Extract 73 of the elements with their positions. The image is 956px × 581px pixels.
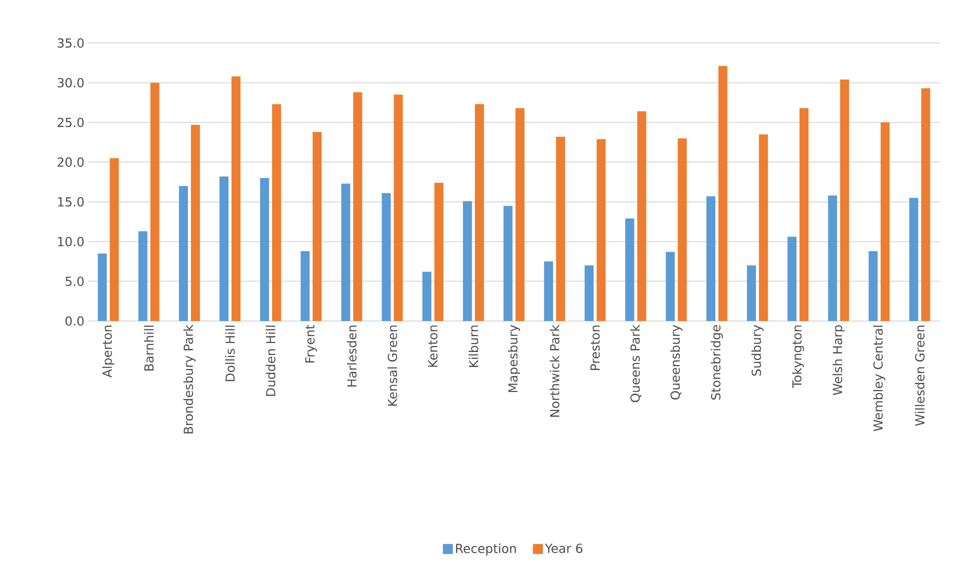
bar — [516, 108, 525, 321]
bar — [232, 76, 240, 321]
bar — [300, 251, 310, 321]
bar — [921, 88, 930, 321]
bar — [98, 253, 107, 321]
bar — [800, 108, 809, 321]
bar — [718, 66, 728, 321]
y-tick-label: 25.0 — [58, 118, 84, 128]
bar — [880, 122, 890, 321]
bar — [190, 124, 200, 321]
x-tick-label: Stonebridge — [710, 325, 723, 400]
y-tick-label: 30.0 — [58, 78, 84, 88]
bar — [394, 94, 403, 321]
y-tick-label: 15.0 — [58, 197, 84, 207]
x-tick-label: Preston — [590, 326, 600, 370]
bar — [504, 206, 513, 321]
bar — [150, 82, 160, 321]
x-tick-label: Brondesbury Park — [183, 324, 196, 434]
bar — [341, 184, 350, 321]
bar — [840, 80, 850, 321]
bar — [637, 111, 646, 321]
bar — [260, 178, 270, 321]
bar — [382, 193, 391, 321]
x-tick-label: Alperton — [102, 326, 114, 378]
bar — [544, 261, 554, 321]
x-tick-label: Queens Park — [630, 324, 642, 402]
bar — [746, 265, 756, 321]
x-tick-label: Kensal Green — [387, 326, 398, 406]
x-tick-label: Barnhill — [144, 326, 154, 371]
bar — [625, 218, 634, 321]
x-tick-label: Northwick Park — [550, 324, 560, 417]
bar — [220, 176, 228, 321]
x-tick-label: Kilburn — [468, 326, 478, 367]
x-tick-label: Queensbury — [670, 324, 682, 400]
bar — [596, 139, 606, 321]
x-tick-label: Harlesden — [346, 326, 357, 386]
bar — [110, 158, 119, 321]
x-tick-label: Willesden Green — [914, 326, 925, 426]
bar — [462, 201, 472, 321]
bar — [758, 134, 768, 321]
bar — [678, 138, 687, 321]
bar — [434, 182, 444, 321]
y-tick-label: 0.0 — [66, 316, 84, 326]
bar — [138, 231, 148, 321]
x-tick-label: Mapesbury — [508, 324, 520, 392]
bar — [556, 136, 566, 321]
bar — [422, 272, 432, 321]
bar — [909, 198, 918, 321]
x-tick-label: Kenton — [428, 326, 438, 367]
x-tick-label: Tokyngton — [792, 326, 804, 388]
bar — [788, 236, 797, 321]
x-tick-label: Welsh Harp — [832, 325, 845, 396]
x-tick-label: Fryent — [305, 324, 317, 362]
bar — [272, 104, 282, 321]
bar — [706, 196, 716, 321]
x-tick-label: Wembley Central — [873, 326, 886, 432]
bar — [584, 265, 594, 321]
legend-label: Reception — [456, 544, 516, 556]
y-tick-label: 20.0 — [58, 157, 84, 167]
x-tick-label: Dollis Hill — [225, 326, 235, 382]
legend-label: Year 6 — [544, 544, 582, 554]
bar — [312, 132, 322, 321]
bar — [828, 196, 838, 321]
x-tick-label: Sudbury — [751, 324, 764, 376]
bar — [178, 186, 188, 321]
bar — [666, 252, 675, 321]
bar — [474, 104, 484, 321]
x-tick-label: Dudden Hill — [266, 326, 276, 396]
y-tick-label: 10.0 — [58, 236, 84, 246]
bar — [353, 92, 362, 321]
bar — [868, 251, 878, 321]
y-tick-label: 5.0 — [66, 276, 84, 286]
y-tick-label: 35.0 — [58, 38, 84, 48]
